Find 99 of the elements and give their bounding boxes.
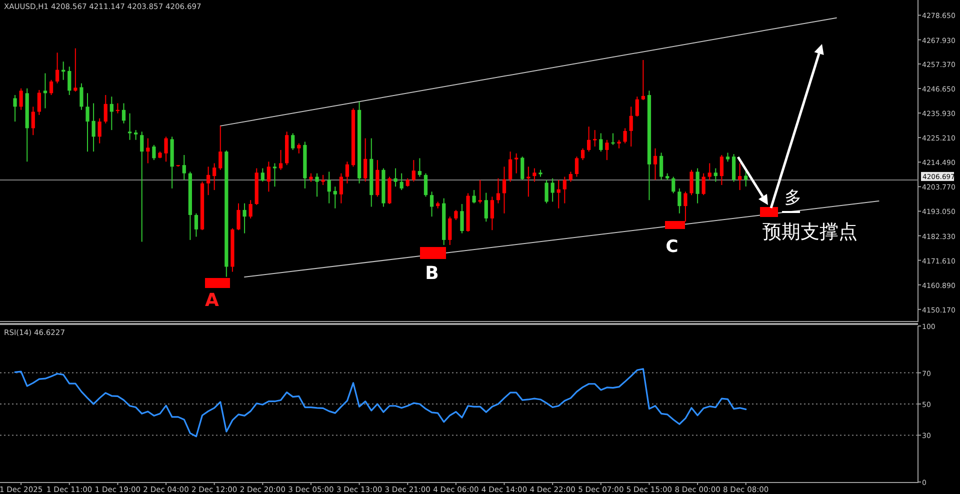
candlestick: [605, 139, 609, 161]
candlestick: [744, 169, 748, 187]
candlestick: [472, 190, 476, 204]
candlestick: [508, 151, 512, 182]
line-series: [14, 368, 747, 438]
candlestick: [629, 106, 633, 148]
candlestick: [98, 118, 102, 144]
candlestick: [672, 176, 676, 194]
candlestick: [587, 126, 591, 152]
annotation: 预期支撑点: [762, 221, 858, 244]
candlestick: [248, 200, 252, 219]
candlestick: [696, 168, 700, 204]
candlestick: [140, 131, 144, 242]
candlestick: [266, 161, 271, 192]
candlestick: [49, 79, 54, 96]
candlestick: [580, 148, 585, 161]
candlestick: [412, 160, 416, 182]
candlestick: [339, 172, 343, 204]
candlestick: [182, 154, 186, 180]
candlestick: [641, 59, 645, 101]
candlestick: [206, 166, 210, 196]
candlestick: [732, 154, 736, 182]
candlestick: [454, 209, 458, 221]
candlestick: [678, 188, 682, 214]
candlestick: [478, 179, 482, 204]
candlestick: [708, 162, 712, 180]
candlestick: [92, 102, 96, 152]
candlestick: [68, 66, 72, 96]
candlestick: [544, 179, 548, 204]
annotation: B: [425, 263, 439, 284]
candlestick: [31, 106, 35, 136]
candlestick: [315, 172, 319, 198]
candlestick: [278, 149, 283, 170]
candlestick: [122, 102, 126, 124]
candlestick: [80, 82, 84, 110]
candlestick: [490, 196, 494, 231]
candlestick: [152, 144, 156, 161]
candlestick: [424, 172, 428, 198]
candlestick: [611, 132, 615, 146]
candlestick: [562, 176, 566, 204]
candlestick: [212, 162, 216, 191]
candlestick: [321, 174, 325, 186]
candlestick: [333, 186, 337, 209]
candlestick: [418, 158, 422, 178]
candlestick: [218, 125, 222, 170]
candlestick: [484, 192, 488, 222]
candlestick: [327, 171, 331, 204]
candlestick: [702, 172, 706, 196]
candlestick: [13, 94, 17, 122]
candlestick: [164, 136, 168, 162]
annotation: C: [666, 237, 678, 257]
candlestick: [86, 92, 90, 152]
candlestick: [260, 168, 264, 182]
candlestick: [635, 96, 639, 118]
candlestick: [520, 156, 524, 180]
candlestick: [364, 138, 368, 182]
candlestick: [19, 88, 23, 110]
candlestick: [568, 171, 573, 182]
candlestick: [526, 166, 530, 198]
candlestick: [272, 162, 277, 188]
candlestick: [146, 138, 150, 164]
candlestick: [400, 172, 404, 191]
candlestick: [297, 142, 301, 154]
candlestick: [532, 168, 536, 182]
candlestick: [394, 168, 398, 188]
candlestick: [448, 216, 452, 246]
candlestick: [599, 132, 603, 152]
candlestick: [128, 112, 132, 140]
candlestick: [134, 130, 138, 140]
candlestick: [659, 152, 664, 180]
candlestick: [74, 48, 78, 92]
candlestick: [345, 161, 350, 184]
candlestick: [236, 202, 240, 231]
candlestick: [684, 191, 688, 222]
candlestick: [720, 154, 724, 186]
candlestick: [37, 89, 41, 116]
candlestick: [593, 130, 597, 148]
candlestick: [55, 52, 60, 84]
candlestick: [514, 152, 518, 174]
candlestick: [714, 168, 718, 182]
candlestick: [496, 178, 500, 204]
candlestick: [430, 191, 434, 218]
candlestick: [550, 178, 554, 202]
candlestick: [653, 148, 658, 180]
candlestick: [502, 166, 506, 214]
candlestick: [194, 212, 198, 238]
candlestick: [291, 132, 295, 150]
candlestick: [110, 96, 114, 131]
annotation: A: [205, 290, 220, 311]
candlestick: [738, 162, 742, 191]
annotation: 多: [784, 188, 802, 208]
candlestick: [556, 179, 560, 209]
candlestick: [104, 94, 108, 124]
candlestick: [623, 128, 627, 144]
candlestick: [460, 204, 464, 234]
candlestick: [43, 72, 48, 109]
candlestick: [242, 202, 246, 234]
candlestick: [574, 156, 579, 178]
candlestick: [690, 169, 694, 196]
